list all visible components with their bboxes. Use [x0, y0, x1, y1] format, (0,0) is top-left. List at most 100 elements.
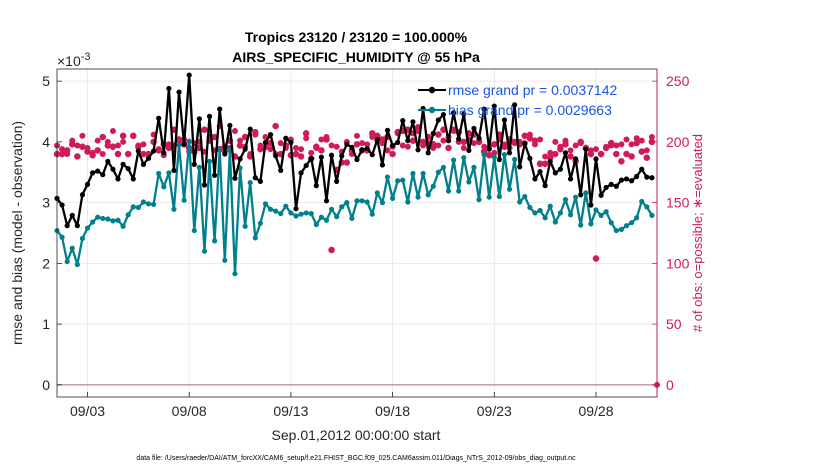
obs-evaluated-point: [353, 141, 361, 148]
obs-evaluated-point: [175, 136, 183, 143]
bias-point: [567, 212, 574, 218]
obs-possible-point: [79, 132, 86, 139]
rmse-point: [59, 202, 65, 208]
obs-possible-point: [237, 137, 244, 144]
bias-point: [79, 235, 86, 242]
obs-evaluated-point: [587, 150, 595, 158]
obs-possible-point: [547, 149, 554, 156]
y-exponent-label: ×10-3: [57, 51, 91, 69]
obs-evaluated-point: [618, 158, 625, 165]
bias-point: [95, 214, 101, 220]
rmse-point: [486, 146, 492, 152]
rmse-point: [191, 161, 197, 167]
obs-evaluated-point: [638, 148, 645, 155]
bias-point: [410, 170, 416, 177]
rmse-point: [298, 170, 304, 176]
obs-evaluated-point: [170, 126, 178, 133]
rmse-point: [273, 153, 279, 159]
rmse-point: [318, 154, 325, 160]
bias-point: [588, 221, 594, 227]
rmse-point: [547, 158, 553, 164]
obs-evaluated-point: [460, 138, 467, 146]
obs-evaluated-point: [486, 152, 493, 159]
rmse-point: [69, 212, 75, 218]
obs-evaluated-point: [99, 133, 106, 141]
obs-evaluated-point: [374, 132, 381, 140]
obs-evaluated-point: [628, 153, 635, 160]
obs-evaluated-point: [430, 141, 437, 148]
bias-point: [644, 204, 650, 210]
bias-point: [527, 204, 533, 211]
rmse-point: [522, 141, 528, 147]
rmse-point: [501, 117, 508, 123]
obs-possible-point: [440, 137, 447, 144]
bias-point: [186, 138, 192, 144]
bias-point: [608, 220, 614, 226]
obs-evaluated-point: [343, 159, 351, 166]
rmse-point: [384, 127, 391, 133]
y-tick-label-left: 2: [42, 255, 50, 271]
bias-point: [415, 194, 421, 200]
rmse-point: [451, 110, 457, 116]
rmse-point: [481, 106, 487, 112]
y-exponent-base: ×10: [57, 53, 81, 69]
obs-evaluated-point: [94, 147, 101, 154]
obs-evaluated-point: [292, 150, 300, 158]
rmse-point: [334, 178, 340, 184]
rmse-point: [267, 132, 274, 138]
y-tick-label-left: 1: [42, 316, 50, 332]
rmse-point: [567, 176, 574, 182]
bias-point: [171, 206, 177, 212]
data-file-footnote: data file: /Users/raeder/DAI/ATM_forcXX/…: [136, 455, 576, 462]
rmse-point: [278, 167, 284, 174]
rmse-point: [74, 223, 80, 229]
obs-possible-point: [308, 149, 315, 156]
obs-possible-point: [399, 142, 406, 149]
bias-point: [562, 196, 569, 203]
obs-evaluated-point: [445, 144, 452, 152]
obs-possible-point: [460, 144, 467, 151]
rmse-point: [105, 158, 111, 164]
bias-point: [308, 210, 314, 217]
bias-point: [481, 152, 487, 158]
bias-point: [156, 170, 162, 177]
bias-point: [59, 234, 65, 240]
x-tick-label: 09/08: [172, 403, 207, 419]
bias-point: [557, 210, 563, 216]
rmse-point: [100, 172, 106, 178]
bias-point: [440, 164, 447, 170]
obs-evaluated-point: [470, 131, 478, 138]
bias-point: [476, 196, 482, 203]
obs-evaluated-point: [511, 138, 518, 146]
obs-evaluated-point: [338, 159, 345, 166]
bias-point: [573, 194, 579, 200]
obs-evaluated-point: [567, 153, 574, 160]
rmse-point: [466, 147, 472, 153]
obs-evaluated-point: [414, 124, 422, 131]
bias-point: [176, 142, 182, 148]
rmse-point: [212, 172, 218, 178]
obs-evaluated-point: [150, 138, 157, 146]
obs-possible-point: [613, 142, 620, 149]
bias-point: [512, 156, 518, 163]
bias-point: [456, 188, 462, 194]
bias-point: [252, 235, 258, 241]
rmse-point: [186, 72, 192, 78]
rmse-point: [161, 150, 167, 156]
bias-point: [517, 199, 523, 205]
rmse-point: [84, 181, 91, 188]
bias-point: [135, 204, 141, 211]
obs-evaluated-point: [592, 255, 600, 262]
rmse-point: [588, 202, 594, 208]
obs-possible-point: [384, 147, 391, 154]
obs-possible-point: [303, 135, 310, 142]
obs-evaluated-point: [501, 143, 508, 150]
obs-evaluated-point: [109, 143, 117, 150]
bias-point: [537, 207, 543, 214]
obs-evaluated-point: [145, 150, 152, 158]
rmse-point: [288, 139, 294, 146]
bias-point: [628, 220, 635, 226]
rmse-point: [430, 130, 436, 136]
rmse-point: [328, 152, 335, 158]
bias-point: [125, 212, 131, 218]
